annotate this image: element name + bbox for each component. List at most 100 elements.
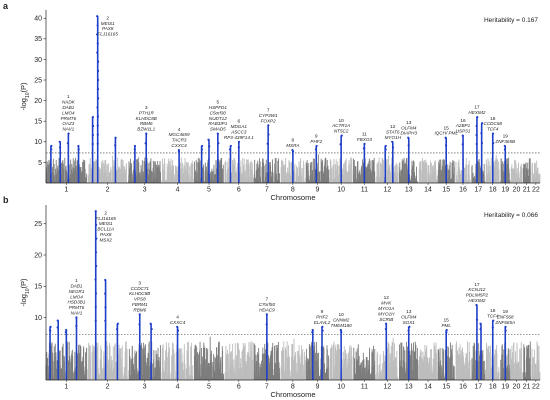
locus-point [229, 144, 232, 148]
significant-locus [200, 144, 204, 183]
locus-point [133, 144, 137, 148]
gene-label: LMO4 [62, 110, 75, 115]
significant-locus [339, 134, 343, 183]
gene-label: CYP3W1 [259, 113, 278, 118]
locus-point [96, 33, 99, 36]
significant-locus [58, 140, 62, 183]
annotation-chromosome: 10 [338, 118, 344, 124]
significant-locus [266, 124, 270, 183]
annotation-chromosome: 19 [503, 134, 509, 140]
y-tick-label: 10 [34, 139, 42, 146]
locus-point [481, 122, 484, 125]
y-axis-title: -log10(P) [19, 82, 31, 111]
locus-point [475, 142, 478, 146]
panel-letter: a [3, 1, 9, 11]
heritability-label: Heritability = 0.167 [484, 17, 538, 24]
locus-point [50, 148, 53, 151]
annotation-chromosome: 17 [474, 105, 480, 111]
locus-point [291, 148, 294, 152]
locus-point [96, 51, 99, 54]
x-tick-label: 10 [337, 187, 345, 194]
significant-locus [491, 132, 495, 183]
x-tick-label: 2 [106, 187, 110, 194]
significant-locus [91, 116, 95, 183]
gene-label: BZW1L1 [137, 127, 155, 132]
locus-point [96, 142, 99, 145]
annotation-chromosome: 5 [216, 100, 219, 106]
significant-locus [133, 144, 137, 183]
gene-label: NT5C2 [334, 129, 349, 134]
significant-locus [207, 138, 211, 183]
y-tick-label: 35 [34, 36, 42, 43]
gene-label: ACTR1A [331, 123, 350, 128]
gene-label: A2BP1 [455, 123, 471, 128]
locus-point [217, 142, 220, 145]
locus-point [384, 148, 387, 151]
x-tick-label: 1 [64, 187, 68, 194]
gene-label: HEXIM2 [468, 110, 486, 115]
x-tick-label: 12 [383, 187, 391, 194]
significant-locus [216, 132, 220, 183]
significant-locus [314, 144, 318, 183]
x-tick-label: 14 [424, 187, 432, 194]
x-tick-label: 19 [501, 187, 509, 194]
locus-point [503, 144, 506, 148]
x-axis-title: Chromosome [270, 193, 315, 202]
y-tick-label: 20 [34, 98, 42, 105]
locus-point [475, 124, 478, 128]
x-tick-label: 6 [237, 187, 241, 194]
gene-label: USP31 [456, 129, 471, 134]
gene-label: NAV1 [62, 127, 74, 132]
significant-locus [291, 148, 295, 183]
locus-point [96, 106, 99, 109]
x-tick-label: 17 [474, 187, 482, 194]
locus-point [267, 133, 270, 136]
locus-point [391, 140, 394, 143]
locus-point [461, 134, 464, 137]
locus-point [314, 148, 318, 151]
gene-label: OLFM4 [401, 125, 417, 130]
panel-letter: b [3, 195, 9, 205]
x-tick-label: 20 [513, 187, 521, 194]
x-tick-label: 22 [532, 187, 540, 194]
annotation-chromosome: 12 [390, 124, 396, 130]
annotation-chromosome: 2 [106, 15, 109, 21]
gene-label: ASCC3 [230, 129, 247, 134]
x-tick-label: 13 [405, 187, 413, 194]
x-tick-label: 5 [207, 187, 211, 194]
locus-point [461, 143, 464, 146]
locus-point [340, 134, 343, 137]
locus-point [407, 136, 410, 139]
gene-label: FOXP2 [261, 118, 277, 123]
locus-point [339, 143, 342, 146]
locus-point [114, 144, 117, 147]
locus-point [266, 142, 269, 145]
significant-locus [114, 136, 117, 183]
annotation-chromosome: 18 [490, 116, 496, 122]
locus-point [475, 133, 478, 137]
locus-point [391, 146, 395, 149]
gene-label: STAT6 [386, 129, 400, 134]
locus-point [58, 146, 62, 149]
locus-point [97, 60, 100, 63]
annotation-chromosome: 4 [178, 127, 181, 133]
locus-point [384, 144, 387, 148]
significant-locus [144, 132, 148, 183]
gene-label: DIAPH3 [400, 131, 417, 136]
significant-locus [77, 144, 80, 183]
locus-point [96, 133, 99, 136]
gene-label: KLHDC8B [136, 116, 157, 121]
gene-label: MEIS1 [101, 21, 115, 26]
gene-label: PTH1R [139, 110, 155, 115]
y-tick-label: 15 [34, 119, 42, 126]
x-tick-label: 7 [265, 187, 269, 194]
